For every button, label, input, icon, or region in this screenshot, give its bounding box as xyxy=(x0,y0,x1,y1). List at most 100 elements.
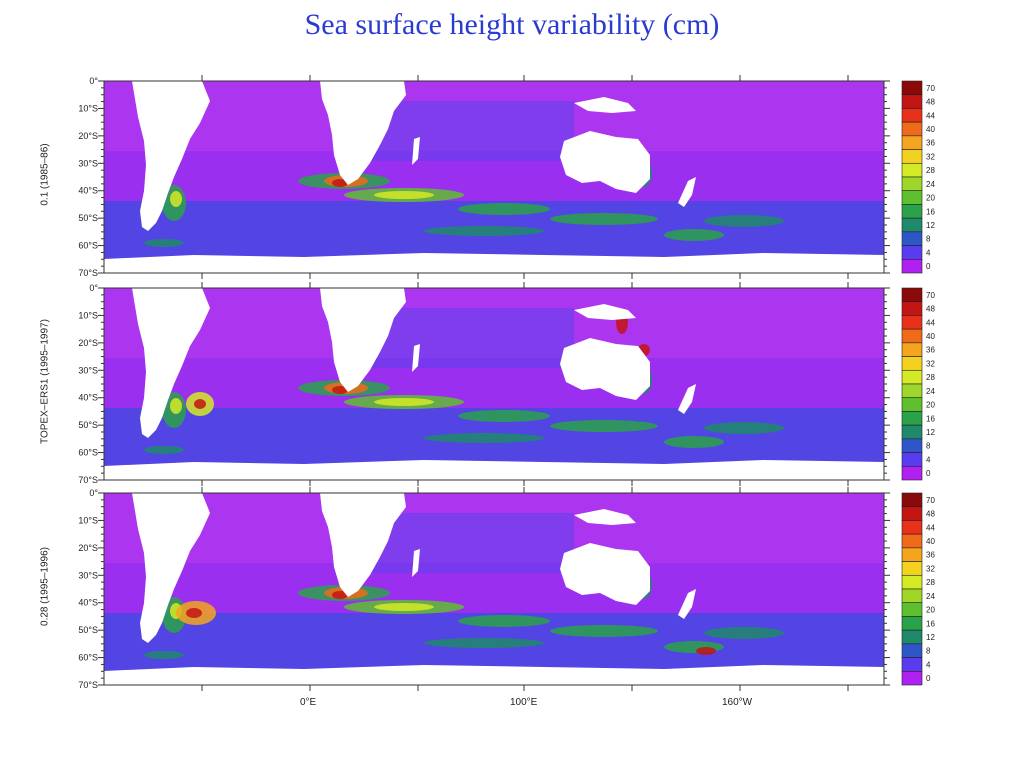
colorbar-tick-label: 8 xyxy=(926,442,931,451)
colorbar-tick-label: 32 xyxy=(926,359,935,368)
lat-tick-label: 50°S xyxy=(78,213,98,223)
colorbar-tick-label: 16 xyxy=(926,207,935,216)
colorbar-cell xyxy=(901,561,923,576)
colorbar-tick-label: 44 xyxy=(926,318,935,327)
map-svg: 0°10°S20°S30°S40°S50°S60°S70°S7048444036… xyxy=(78,75,935,279)
variability-feature xyxy=(550,213,658,225)
map-area xyxy=(98,487,890,691)
colorbar-cell xyxy=(901,190,923,205)
colorbar-tick-label: 36 xyxy=(926,551,935,560)
lat-tick-label: 0° xyxy=(89,488,98,498)
colorbar-tick-label: 8 xyxy=(926,647,931,656)
colorbar-cell xyxy=(901,574,923,590)
colorbar-tick-label: 28 xyxy=(926,166,935,175)
colorbar-cell xyxy=(901,465,923,481)
map-svg: 0°10°S20°S30°S40°S50°S60°S70°S7048444036… xyxy=(78,282,935,486)
colorbar-tick-label: 40 xyxy=(926,537,935,546)
lat-tick-label: 60°S xyxy=(78,241,98,251)
tropical-low-band xyxy=(104,493,884,563)
map-area xyxy=(98,282,890,486)
land-australia xyxy=(560,543,650,605)
variability-feature xyxy=(424,433,544,443)
lat-tick-label: 10°S xyxy=(78,515,98,525)
colorbar-tick-label: 20 xyxy=(926,606,935,615)
variability-feature xyxy=(194,399,206,409)
lat-tick-label: 60°S xyxy=(78,653,98,663)
colorbar-cell xyxy=(901,108,923,123)
variability-feature xyxy=(332,386,348,394)
colorbar-tick-label: 70 xyxy=(926,496,935,505)
land-newguinea xyxy=(574,304,636,320)
colorbar-tick-label: 12 xyxy=(926,633,935,642)
colorbar-tick-label: 20 xyxy=(926,401,935,410)
colorbar-tick-label: 44 xyxy=(926,523,935,532)
colorbar-tick-label: 24 xyxy=(926,387,935,396)
colorbar-cell xyxy=(901,520,923,535)
colorbar-tick-label: 20 xyxy=(926,194,935,203)
land-samerica xyxy=(132,493,210,643)
variability-feature xyxy=(458,410,550,422)
land-newzealand xyxy=(678,589,696,619)
land-antarctica xyxy=(104,253,884,273)
x-tick-label-100e: 100°E xyxy=(510,697,538,708)
colorbar-cell xyxy=(901,258,923,274)
lat-tick-label: 40°S xyxy=(78,598,98,608)
colorbar-cell xyxy=(901,506,923,521)
colorbar-tick-label: 28 xyxy=(926,578,935,587)
lat-tick-label: 20°S xyxy=(78,543,98,553)
land-africa xyxy=(320,493,406,597)
land-antarctica xyxy=(104,665,884,685)
land-madagascar xyxy=(412,549,420,577)
map-panel-3: 0.28 (1995–1996) 0° 10°S 20°S 30°S 40°S 50°S 60… xyxy=(28,487,988,695)
variability-feature xyxy=(186,608,202,618)
colorbar-tick-label: 48 xyxy=(926,98,935,107)
land-madagascar xyxy=(412,344,420,372)
variability-feature xyxy=(458,203,550,215)
variability-feature xyxy=(664,229,724,241)
variability-feature xyxy=(332,591,348,599)
land-newzealand xyxy=(678,384,696,414)
map-panel-1: 0.1 (1985–86) 0° 10°S 20°S 30°S 40°S 50°S 60°S 7… xyxy=(28,75,988,283)
lat-tick-label: 30°S xyxy=(78,158,98,168)
land-newguinea xyxy=(574,97,636,113)
colorbar-cell xyxy=(901,162,923,178)
variability-feature xyxy=(696,647,716,655)
map-panel-2: TOPEX–ERS1 (1995–1997) 0° 10°S 20°S 30°S 40°S… xyxy=(28,282,988,490)
colorbar-tick-label: 4 xyxy=(926,248,931,257)
colorbar-cell xyxy=(901,547,923,562)
variability-feature xyxy=(374,398,434,406)
colorbar-tick-label: 36 xyxy=(926,346,935,355)
lat-tick-label: 0° xyxy=(89,76,98,86)
lat-tick-label: 50°S xyxy=(78,420,98,430)
land-madagascar xyxy=(412,137,420,165)
colorbar-cell xyxy=(901,301,923,316)
lat-tick-label: 10°S xyxy=(78,310,98,320)
x-tick-label-0e: 0°E xyxy=(300,697,317,708)
lat-tick-label: 70°S xyxy=(78,475,98,485)
variability-feature xyxy=(170,191,182,207)
colorbar-cell xyxy=(901,80,923,96)
colorbar-cell xyxy=(901,356,923,371)
colorbar-tick-label: 4 xyxy=(926,660,931,669)
lat-tick-label: 40°S xyxy=(78,393,98,403)
variability-feature xyxy=(664,436,724,448)
land-australia xyxy=(560,338,650,400)
colorbar-tick-label: 36 xyxy=(926,139,935,148)
colorbar-cell xyxy=(901,492,923,508)
colorbar-cell xyxy=(901,135,923,150)
colorbar-tick-label: 12 xyxy=(926,428,935,437)
variability-feature xyxy=(144,446,184,454)
variability-feature xyxy=(144,239,184,247)
colorbar-cell xyxy=(901,245,923,260)
colorbar-cell xyxy=(901,411,923,426)
colorbar-tick-label: 12 xyxy=(926,221,935,230)
colorbar-cell xyxy=(901,643,923,658)
colorbar-tick-label: 16 xyxy=(926,414,935,423)
colorbar-tick-label: 16 xyxy=(926,619,935,628)
colorbar-cell xyxy=(901,149,923,164)
lat-tick-label: 30°S xyxy=(78,570,98,580)
variability-feature xyxy=(550,625,658,637)
colorbar-tick-label: 40 xyxy=(926,125,935,134)
lat-tick-label: 60°S xyxy=(78,448,98,458)
colorbar-tick-label: 24 xyxy=(926,592,935,601)
